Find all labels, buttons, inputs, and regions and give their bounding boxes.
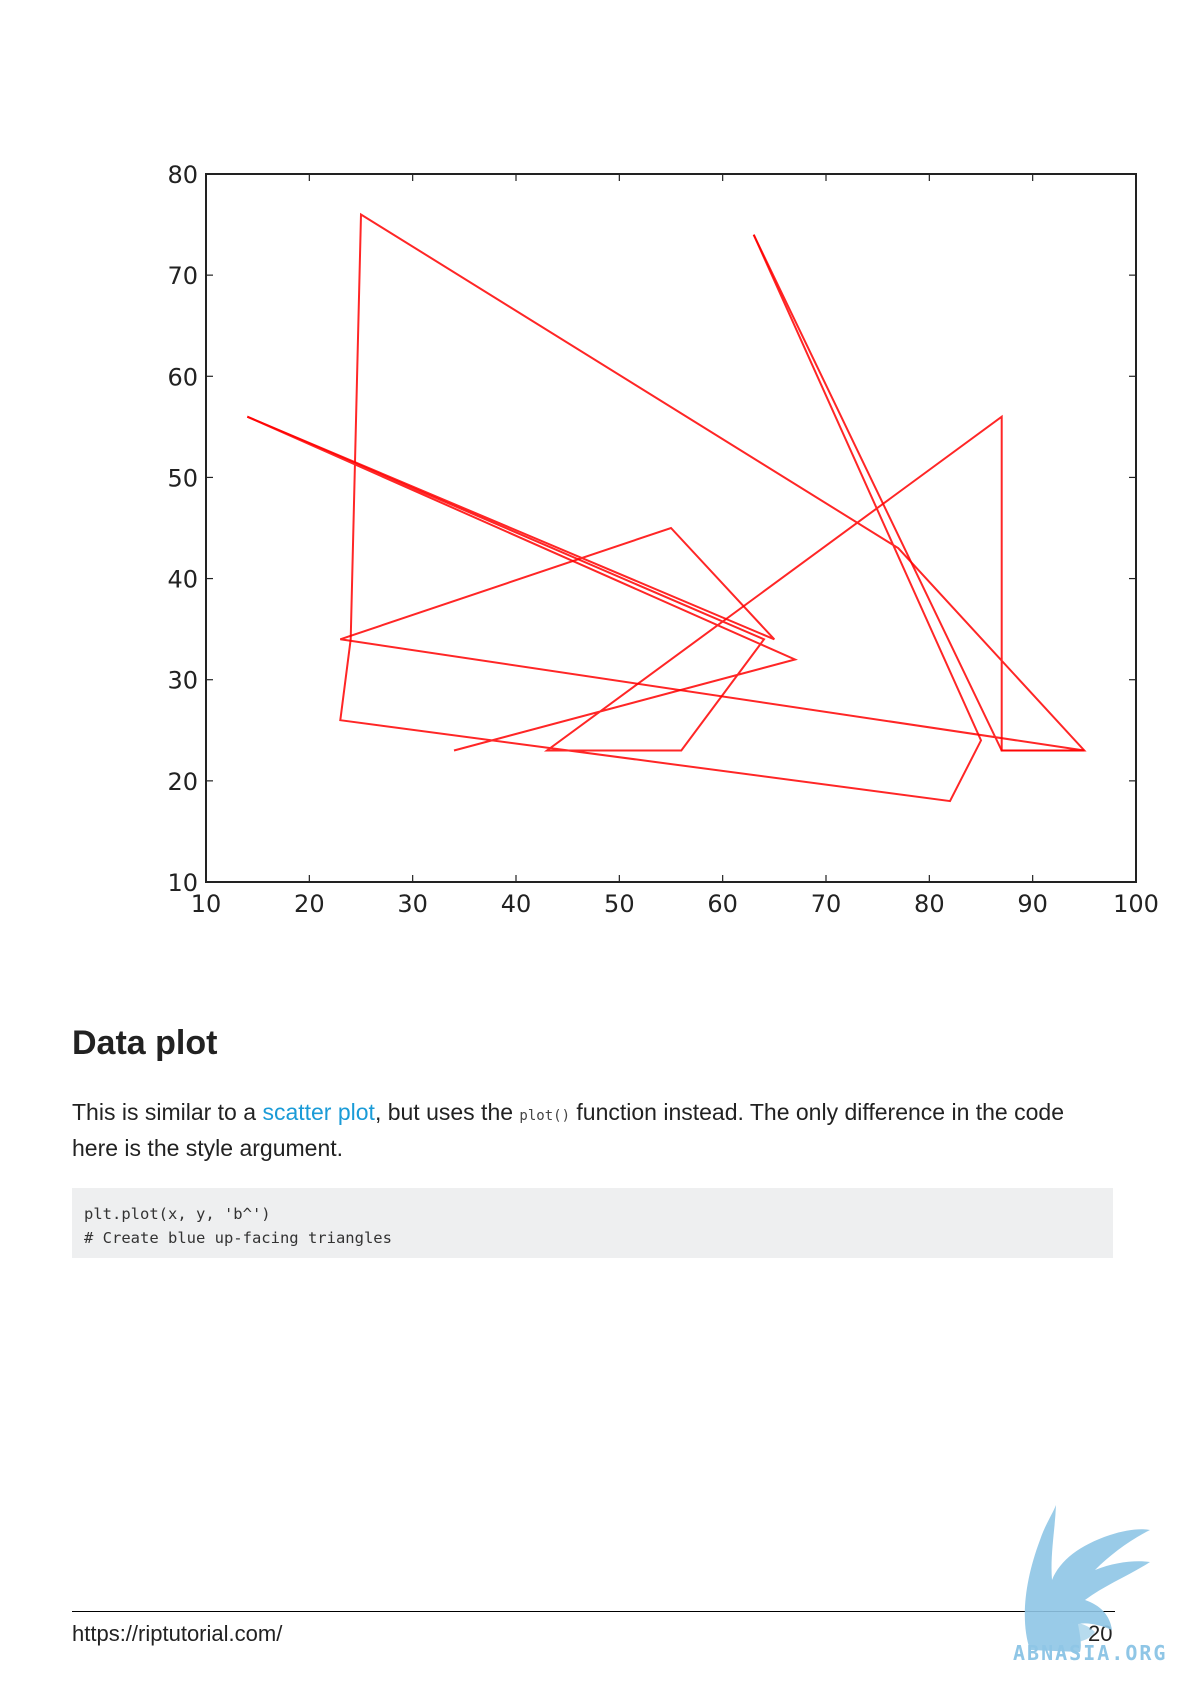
x-tick-label-20: 20 [294, 890, 325, 918]
para-text-1: This is similar to a [72, 1099, 263, 1125]
footer-url: https://riptutorial.com/ [72, 1621, 283, 1646]
y-tick-label-10: 10 [167, 869, 198, 897]
x-tick-label-50: 50 [604, 890, 635, 918]
x-tick-label-10: 10 [191, 890, 222, 918]
para-text-2: , but uses the [374, 1099, 520, 1125]
section-title: Data plot [72, 1024, 218, 1062]
line-chart: 10 20 30 40 50 60 70 80 90 100 10 20 30 40 50 60 70 80 [160, 160, 1180, 960]
y-tick-label-50: 50 [167, 464, 198, 492]
griffin-logo-icon [1024, 1505, 1150, 1652]
x-tick-label-90: 90 [1017, 890, 1048, 918]
code-line-2: # Create blue up-facing triangles [84, 1229, 392, 1247]
y-tick-label-20: 20 [167, 768, 198, 796]
description-paragraph: This is similar to a scatter plot, but u… [72, 1096, 1112, 1164]
y-tick-label-80: 80 [167, 161, 198, 189]
y-tick-label-30: 30 [167, 667, 198, 695]
x-tick-label-60: 60 [707, 890, 738, 918]
watermark-text: ABNASIA.ORG [1013, 1641, 1168, 1665]
x-tick-label-30: 30 [397, 890, 428, 918]
inline-code-plot: plot() [519, 1108, 570, 1124]
y-tick-label-40: 40 [167, 566, 198, 594]
x-tick-label-100: 100 [1113, 890, 1159, 918]
y-tick-label-70: 70 [167, 262, 198, 290]
series-line-1 [246, 212, 1087, 803]
plot-frame [205, 173, 1137, 883]
x-tick-label-70: 70 [811, 890, 842, 918]
y-tick-label-60: 60 [167, 363, 198, 391]
para-text-3: function instead. The only difference in… [72, 1099, 1064, 1161]
footer-divider [72, 1611, 1115, 1612]
x-tick-label-40: 40 [501, 890, 532, 918]
series-line-2 [246, 234, 1085, 752]
chart-svg: 10 20 30 40 50 60 70 80 90 100 10 20 30 40 50 60 70 80 [167, 161, 1159, 918]
code-block: plt.plot(x, y, 'b^') # Create blue up-fac… [72, 1188, 1113, 1258]
x-tick-label-80: 80 [914, 890, 945, 918]
code-line-1: plt.plot(x, y, 'b^') [84, 1205, 271, 1223]
scatter-plot-link[interactable]: scatter plot [262, 1099, 375, 1125]
